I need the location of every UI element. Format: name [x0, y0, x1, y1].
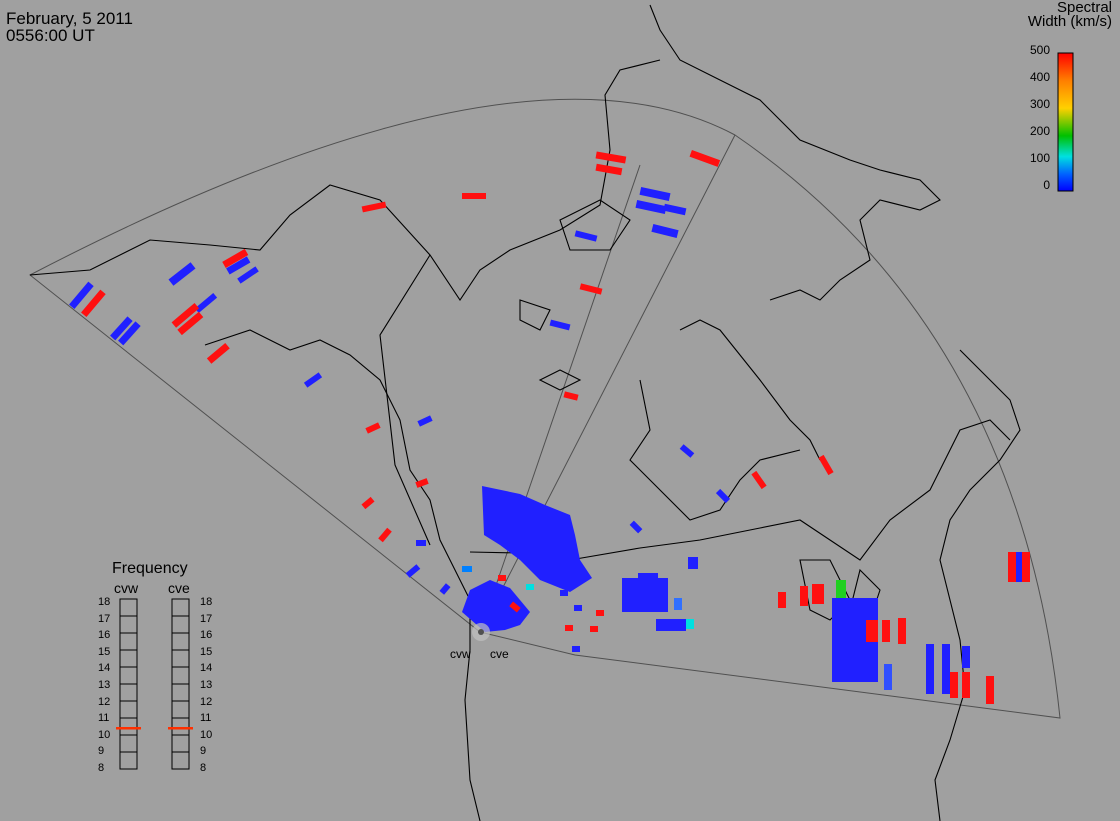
frequency-scale-tick-left: 15 — [98, 645, 111, 658]
date-label: February, 5 2011 — [6, 9, 133, 28]
colorbar-tick-label: 0 — [1043, 178, 1050, 192]
frequency-scale-tick-left: 9 — [98, 745, 105, 758]
frequency-scale-tick-right: 12 — [200, 695, 213, 708]
colorbar-tick-label: 400 — [1029, 70, 1050, 84]
frequency-scale-tick-left: 14 — [98, 662, 111, 675]
frequency-scale-tick-right: 13 — [200, 679, 213, 691]
frequency-scale-tick-right: 14 — [200, 662, 213, 675]
radar-label-cve: cve — [490, 647, 509, 661]
cvw-column-label: cvw — [114, 580, 139, 596]
frequency-scale-tick-left: 10 — [98, 728, 111, 741]
frequency-panel-graphics — [119, 598, 190, 770]
frequency-scale-tick-left: 11 — [98, 712, 110, 725]
frequency-scale-tick-left: 8 — [98, 762, 105, 774]
radar-gates — [69, 150, 1030, 704]
frequency-scale-tick-left: 13 — [98, 679, 111, 691]
colorbar-title-line2: Width (km/s) — [1027, 13, 1112, 30]
colorbar — [1057, 52, 1074, 192]
frequency-scale-tick-right: 18 — [200, 596, 213, 608]
frequency-title: Frequency — [112, 560, 188, 577]
colorbar-title-line1: Spectral — [1056, 0, 1112, 16]
frequency-scale-tick-right: 16 — [200, 629, 213, 642]
colorbar-tick-label: 300 — [1029, 97, 1050, 111]
frequency-scale-tick-left: 16 — [98, 629, 111, 642]
frequency-scale-tick-left: 18 — [98, 596, 111, 608]
frequency-scale-tick-right: 10 — [200, 728, 213, 741]
frequency-scale-tick-right: 11 — [200, 712, 212, 725]
frequency-scale-tick-left: 12 — [98, 695, 111, 708]
coastlines — [29, 4, 1021, 821]
cve-column-label: cve — [168, 580, 190, 596]
colorbar-tick-label: 500 — [1029, 43, 1050, 57]
radar-label-cvw: cvw — [450, 647, 471, 661]
frequency-scale-tick-left: 17 — [98, 612, 111, 625]
time-label: 0556:00 UT — [6, 26, 95, 45]
radar-site-marker — [472, 623, 490, 641]
colorbar-tick-label: 100 — [1029, 151, 1050, 165]
frequency-scale-tick-right: 15 — [200, 645, 213, 658]
frequency-scale-tick-right: 9 — [200, 745, 207, 758]
colorbar-tick-label: 200 — [1029, 124, 1050, 138]
frequency-scale-tick-right: 8 — [200, 762, 207, 774]
frequency-scale-tick-right: 17 — [200, 612, 213, 625]
